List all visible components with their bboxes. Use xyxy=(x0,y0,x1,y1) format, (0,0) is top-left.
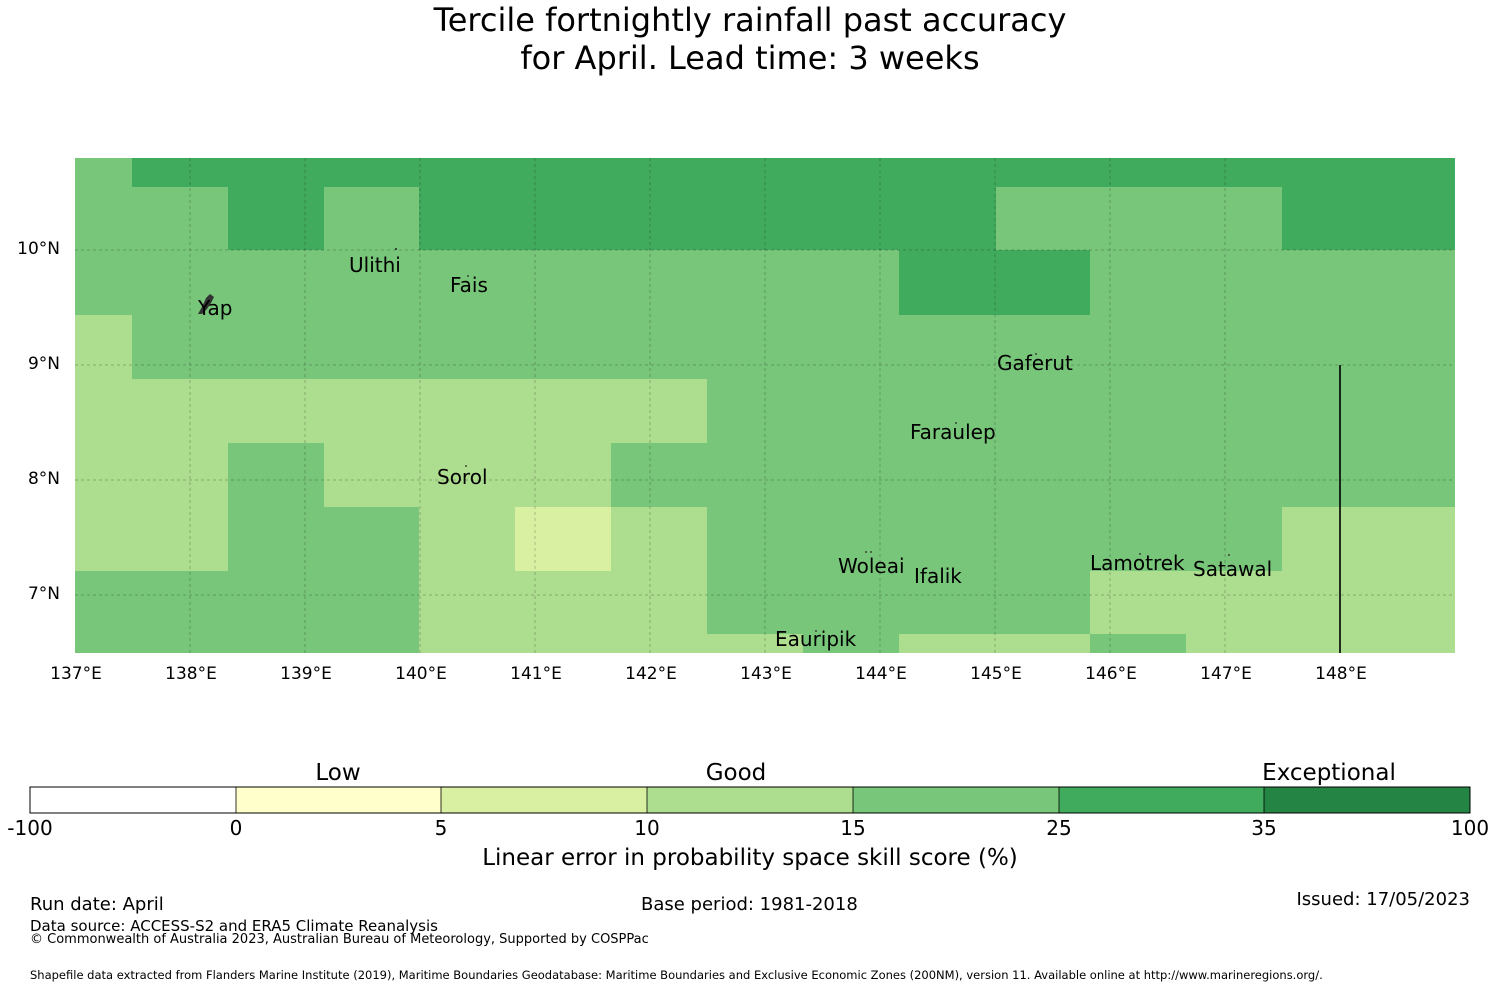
island-label-fais: Fais xyxy=(450,273,488,297)
lon-label-139e: 139°E xyxy=(280,664,332,684)
run-date: Run date: April xyxy=(30,894,164,915)
colorbar-tick-15: 15 xyxy=(840,816,866,840)
lon-label-138e: 138°E xyxy=(165,664,217,684)
island-label-eauripik: Eauripik xyxy=(775,627,857,651)
lat-label-9n: 9°N xyxy=(27,354,60,374)
island-label-ifalik: Ifalik xyxy=(914,564,962,588)
shapefile-credit: Shapefile data extracted from Flanders M… xyxy=(30,968,1323,982)
atoll-dots xyxy=(395,248,1230,632)
colorbar-tick-100: 100 xyxy=(1450,816,1490,840)
gridlines xyxy=(75,158,1455,653)
colorbar-tick-0: 0 xyxy=(229,816,243,840)
category-label-exceptional: Exceptional xyxy=(1262,760,1396,786)
colorbar-title: Linear error in probability space skill … xyxy=(482,845,1018,871)
lon-label-140e: 140°E xyxy=(395,664,447,684)
lon-label-145e: 145°E xyxy=(970,664,1022,684)
low-region xyxy=(515,507,611,571)
lon-label-148e: 148°E xyxy=(1315,664,1367,684)
colorbar-tick-5: 5 xyxy=(434,816,448,840)
colorbar-segment-0-5 xyxy=(236,787,441,813)
lon-label-147e: 147°E xyxy=(1200,664,1252,684)
exceptional-regions xyxy=(132,158,1455,315)
colorbar-segment-25-35 xyxy=(1059,787,1264,813)
colorbar-segment-15-25 xyxy=(853,787,1059,813)
lat-label-7n: 7°N xyxy=(27,584,60,604)
island-label-ulithi: Ulithi xyxy=(349,253,401,277)
lon-label-141e: 141°E xyxy=(510,664,562,684)
island-label-lamotrek: Lamotrek xyxy=(1090,551,1185,575)
lon-label-143e: 143°E xyxy=(740,664,792,684)
lat-label-10n: 10°N xyxy=(17,239,60,259)
map-title-line-2: for April. Lead time: 3 weeks xyxy=(520,39,980,77)
good-regions xyxy=(75,315,1455,653)
issued-date: Issued: 17/05/2023 xyxy=(1296,889,1470,910)
lon-label-142e: 142°E xyxy=(625,664,677,684)
yap-island-shape xyxy=(198,294,214,314)
copyright-notice: © Commonwealth of Australia 2023, Austra… xyxy=(30,932,649,947)
category-label-low: Low xyxy=(315,760,361,786)
island-label-woleai: Woleai xyxy=(838,554,905,578)
map-title-line-1: Tercile fortnightly rainfall past accura… xyxy=(433,1,1067,39)
base-period: Base period: 1981-2018 xyxy=(641,894,858,915)
island-label-gaferut: Gaferut xyxy=(997,351,1073,375)
island-label-yap: Yap xyxy=(198,296,233,320)
colorbar-segment-10-15 xyxy=(647,787,853,813)
lon-label-146e: 146°E xyxy=(1085,664,1137,684)
colorbar-segment-neg100-0 xyxy=(30,787,236,813)
island-label-satawal: Satawal xyxy=(1193,557,1273,581)
colorbar-tick-35: 35 xyxy=(1251,816,1277,840)
category-label-good: Good xyxy=(705,760,767,786)
colorbar-tick-10: 10 xyxy=(634,816,660,840)
colorbar-tick-25: 25 xyxy=(1046,816,1072,840)
lat-label-8n: 8°N xyxy=(27,469,60,489)
colorbar-segment-35-100 xyxy=(1264,787,1470,813)
colorbar-segment-5-10 xyxy=(441,787,647,813)
data-source: Data source: ACCESS-S2 and ERA5 Climate … xyxy=(30,917,438,935)
island-label-sorol: Sorol xyxy=(437,465,488,489)
colorbar-tick-neg100: -100 xyxy=(7,816,53,840)
colorbar xyxy=(29,786,1471,814)
island-label-faraulep: Faraulep xyxy=(910,420,996,444)
lon-label-137e: 137°E xyxy=(50,664,102,684)
lon-label-144e: 144°E xyxy=(855,664,907,684)
